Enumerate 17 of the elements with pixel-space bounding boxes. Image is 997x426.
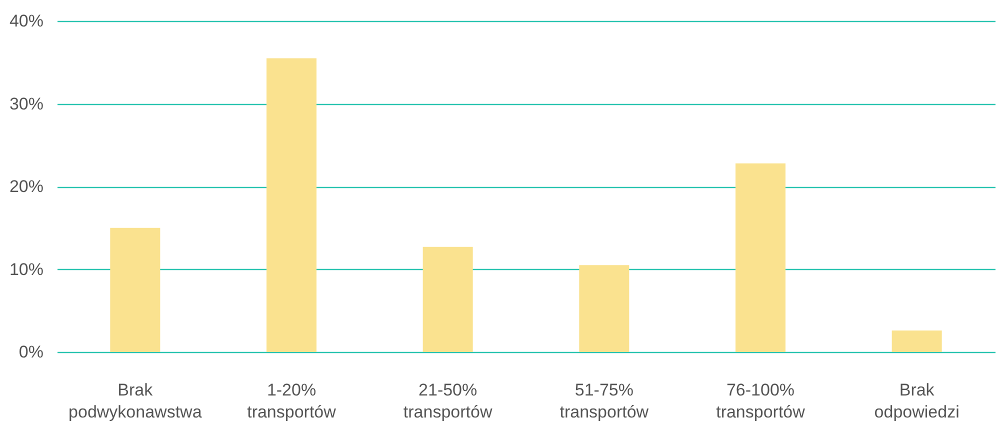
bar — [266, 58, 316, 352]
x-tick-label: 76-100% transportów — [716, 380, 806, 422]
y-tick-label: 0% — [18, 342, 44, 362]
x-tick-label: 21-50% transportów — [403, 380, 493, 422]
y-tick-label: 40% — [9, 12, 44, 30]
x-tick-label: Brak odpowiedzi — [874, 380, 960, 422]
y-tick-label: 10% — [9, 260, 44, 279]
bar — [422, 246, 473, 352]
bar — [736, 163, 786, 352]
x-tick-label: 51-75% transportów — [560, 380, 650, 422]
y-tick-label: 20% — [9, 177, 44, 196]
x-tick-label: Brak podwykonawstwa — [68, 380, 202, 422]
bar — [892, 330, 942, 352]
bar — [110, 228, 160, 352]
y-tick-label: 30% — [9, 94, 44, 114]
bar — [579, 265, 630, 352]
x-tick-label: 1-20% transportów — [247, 380, 337, 422]
